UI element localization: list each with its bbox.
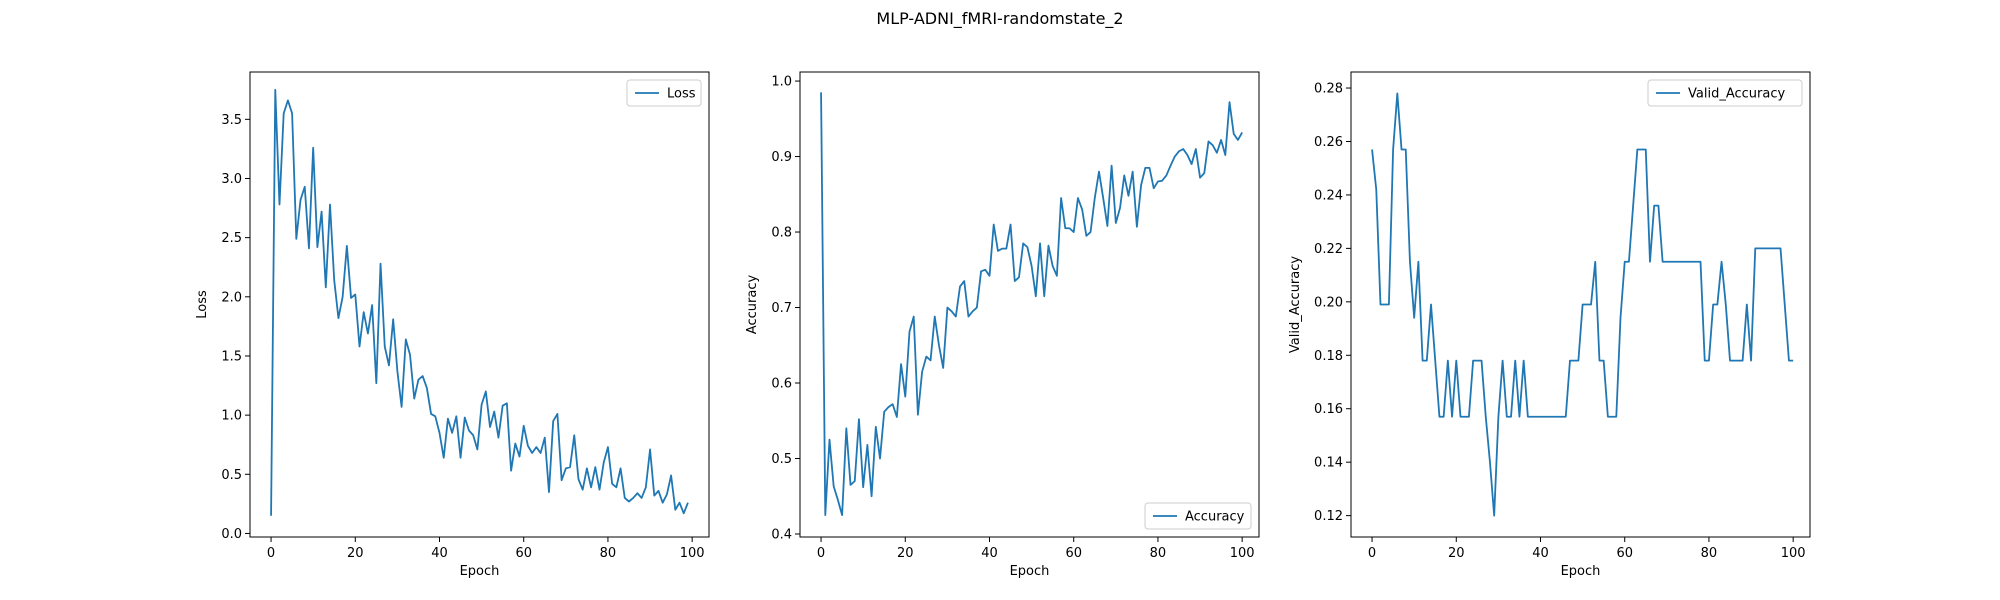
y-axis-label: Accuracy <box>745 275 760 335</box>
legend: Loss <box>626 79 702 107</box>
figure-title: MLP-ADNI_fMRI-randomstate_2 <box>876 9 1123 29</box>
x-tick-label: 100 <box>1230 546 1255 561</box>
y-axis-label: Loss <box>195 290 210 319</box>
x-tick-label: 0 <box>817 546 825 561</box>
axes-frame <box>249 71 710 538</box>
x-axis-label: Epoch <box>1561 564 1601 579</box>
y-tick-label: 0.16 <box>1314 402 1343 417</box>
legend-box <box>1647 79 1803 107</box>
legend: Accuracy <box>1144 502 1252 530</box>
x-tick-label: 40 <box>431 546 448 561</box>
x-tick-label: 40 <box>981 546 998 561</box>
x-tick-label: 80 <box>1701 546 1718 561</box>
y-tick-label: 0.18 <box>1314 349 1343 364</box>
series-line-valid-accuracy <box>1371 92 1794 517</box>
x-axis-label: Epoch <box>460 564 500 579</box>
y-tick-label: 0.6 <box>771 377 792 392</box>
x-tick-label: 0 <box>267 546 275 561</box>
x-tick-label: 60 <box>515 546 532 561</box>
x-tick-label: 20 <box>347 546 364 561</box>
x-tick-label: 80 <box>1150 546 1167 561</box>
y-tick-label: 0.9 <box>771 150 792 165</box>
y-tick-label: 3.5 <box>221 113 242 128</box>
y-tick-label: 2.5 <box>221 231 242 246</box>
x-tick-label: 20 <box>1448 546 1465 561</box>
legend-label: Accuracy <box>1185 510 1245 525</box>
series-line-accuracy <box>820 92 1243 517</box>
subplot-2: 0 20 40 60 80 100 0.4 0.5 0.6 0.7 0.8 0.9 1.0 Epoch Ac… <box>745 71 1260 579</box>
x-tick-label: 60 <box>1065 546 1082 561</box>
axes-container: 0 20 40 60 80 100 0.0 0.5 1.0 1.5 2.0 2.5 3.0 3.5 Epoc… <box>195 71 1811 579</box>
y-tick-label: 0.22 <box>1314 242 1343 257</box>
legend-label: Loss <box>667 87 696 102</box>
subplot-3: 0 20 40 60 80 100 0.12 0.14 0.16 0.18 0.20 0.22 0.24… <box>1288 71 1811 579</box>
y-tick-label: 1.5 <box>221 349 242 364</box>
y-tick-label: 0.12 <box>1314 509 1343 524</box>
legend: Valid_Accuracy <box>1647 79 1803 107</box>
y-tick-label: 0.5 <box>771 452 792 467</box>
y-tick-label: 0.14 <box>1314 456 1343 471</box>
axes-frame <box>1350 71 1811 538</box>
x-tick-label: 20 <box>897 546 914 561</box>
y-tick-label: 0.8 <box>771 226 792 241</box>
x-tick-label: 80 <box>600 546 617 561</box>
y-tick-label: 1.0 <box>771 75 792 90</box>
y-axis-label: Valid_Accuracy <box>1288 256 1303 353</box>
y-tick-label: 0.0 <box>221 527 242 542</box>
y-tick-label: 2.0 <box>221 290 242 305</box>
y-tick-label: 0.28 <box>1314 82 1343 97</box>
x-tick-label: 60 <box>1616 546 1633 561</box>
y-tick-label: 3.0 <box>221 172 242 187</box>
y-tick-label: 1.0 <box>221 409 242 424</box>
y-tick-label: 0.20 <box>1314 295 1343 310</box>
x-tick-label: 0 <box>1368 546 1376 561</box>
x-axis-label: Epoch <box>1010 564 1050 579</box>
legend-label: Valid_Accuracy <box>1688 87 1785 102</box>
subplot-1: 0 20 40 60 80 100 0.0 0.5 1.0 1.5 2.0 2.5 3.0 3.5 Epoc… <box>195 71 710 579</box>
y-tick-label: 0.7 <box>771 301 792 316</box>
x-tick-label: 100 <box>680 546 705 561</box>
y-tick-label: 0.4 <box>771 527 792 542</box>
x-tick-label: 40 <box>1532 546 1549 561</box>
y-tick-label: 0.24 <box>1314 188 1343 203</box>
series-line-loss <box>270 88 689 516</box>
x-tick-label: 100 <box>1781 546 1806 561</box>
y-tick-label: 0.26 <box>1314 135 1343 150</box>
legend-box <box>1144 502 1252 530</box>
y-tick-label: 0.5 <box>221 468 242 483</box>
axes-frame <box>799 71 1260 538</box>
legend-box <box>626 79 702 107</box>
